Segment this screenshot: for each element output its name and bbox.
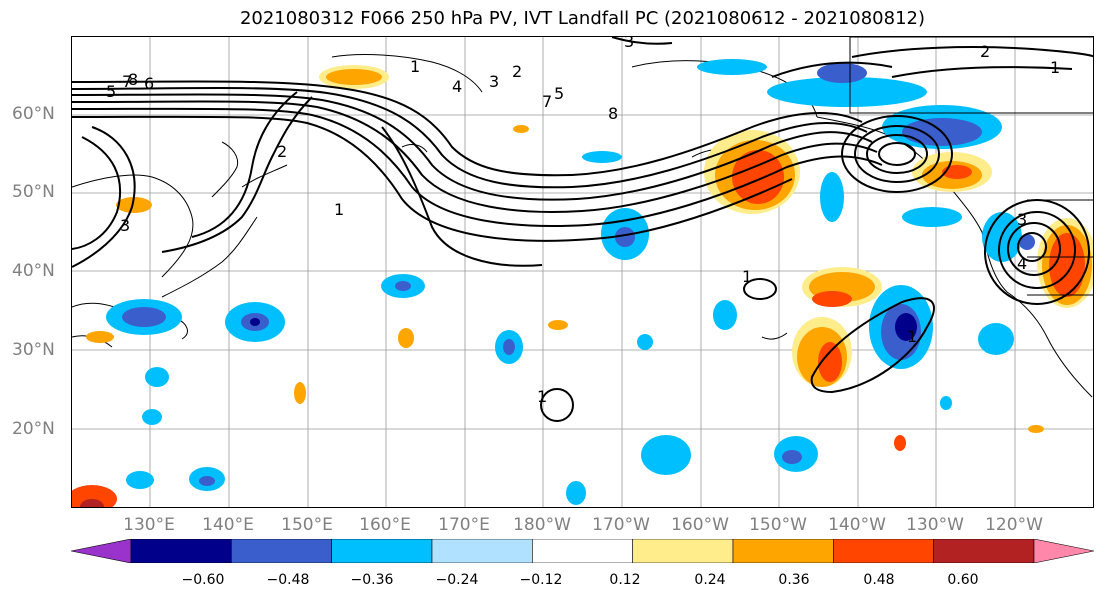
colorbar-tick-1: −0.48 (266, 572, 310, 588)
contour-label-2b: 2 (277, 142, 287, 161)
lon-label-160e: 160°E (359, 515, 411, 535)
contour-label-7b: 7 (542, 92, 552, 111)
contour-label-7: 7 (122, 72, 132, 91)
lon-label-130w: 130°W (906, 515, 964, 535)
colorbar-extend-high (1033, 539, 1094, 563)
map-plot-area: 1 2 3 4 5 5 6 7 7 8 8 2 1 3 2 1 3 4 1 1 … (71, 36, 1094, 508)
contour-label-8: 8 (128, 70, 138, 89)
colorbar-tick-4: −0.12 (519, 572, 563, 588)
lon-label-150e: 150°E (281, 515, 333, 535)
contour-label-5b: 5 (106, 82, 116, 101)
colorbar-cell (130, 539, 232, 563)
colorbar-cell (732, 539, 834, 563)
colorbar-tick-5: 0.12 (609, 572, 641, 588)
lon-label-130e: 130°E (123, 515, 175, 535)
contour-label-3: 3 (489, 72, 499, 91)
colorbar-cell (933, 539, 1035, 563)
pv-anomaly-shading (72, 59, 1093, 507)
contour-labels: 1 2 3 4 5 5 6 7 7 8 8 2 1 3 2 1 3 4 1 1 … (106, 37, 1060, 406)
contour-label-3d: 3 (120, 216, 130, 235)
contour-label-4: 4 (452, 77, 462, 96)
lon-label-170e: 170°E (438, 515, 490, 535)
lat-label-30: 30°N (12, 340, 55, 360)
contour-label-1b: 1 (334, 200, 344, 219)
lon-label-120w: 120°W (985, 515, 1043, 535)
contour-label-1d: 1 (742, 267, 752, 286)
colorbar-cell (331, 539, 433, 563)
contour-label-3b: 3 (624, 37, 634, 51)
colorbar-cell (532, 539, 633, 563)
contour-label-8b: 8 (608, 104, 618, 123)
contour-label-5: 5 (554, 84, 564, 103)
lat-label-40: 40°N (12, 261, 55, 281)
region-boxes (849, 37, 1093, 296)
colorbar-cell (231, 539, 332, 563)
map-canvas: 1 2 3 4 5 5 6 7 7 8 8 2 1 3 2 1 3 4 1 1 … (72, 37, 1093, 507)
colorbar-tick-6: 0.24 (694, 572, 726, 588)
lon-label-180w: 180°W (513, 515, 571, 535)
lon-label-140e: 140°E (202, 515, 254, 535)
lon-label-170w: 170°W (592, 515, 650, 535)
contour-label-2: 2 (512, 62, 522, 81)
gridlines (72, 37, 1093, 507)
colorbar-tick-9: 0.60 (947, 572, 979, 588)
ivt-contours (72, 37, 1093, 422)
map-title: 2021080312 F066 250 hPa PV, IVT Landfall… (239, 8, 926, 29)
contour-label-3c: 3 (1017, 210, 1027, 229)
lat-label-60: 60°N (12, 104, 55, 124)
colorbar-tick-2: −0.36 (350, 572, 394, 588)
contour-label-1c: 1 (1050, 58, 1060, 77)
colorbar-extend-low (71, 539, 132, 563)
colorbar-tick-7: 0.36 (778, 572, 810, 588)
contour-label-1f: 1 (907, 327, 917, 346)
contour-label-1: 1 (410, 57, 420, 76)
colorbar-tick-3: −0.24 (435, 572, 479, 588)
colorbar-cell (632, 539, 734, 563)
colorbar-cell (833, 539, 934, 563)
colorbar-tick-0: −0.60 (181, 572, 225, 588)
contour-label-1e: 1 (537, 387, 547, 406)
lon-label-150w: 150°W (749, 515, 807, 535)
colorbar (71, 539, 1094, 563)
lon-label-140w: 140°W (828, 515, 886, 535)
contour-label-4c: 4 (1017, 254, 1027, 273)
contour-label-2c: 2 (980, 42, 990, 61)
colorbar-tick-8: 0.48 (863, 572, 895, 588)
lon-label-160w: 160°W (671, 515, 729, 535)
lat-label-20: 20°N (12, 419, 55, 439)
contour-label-6: 6 (144, 74, 154, 93)
colorbar-cell (431, 539, 533, 563)
lat-label-50: 50°N (12, 182, 55, 202)
